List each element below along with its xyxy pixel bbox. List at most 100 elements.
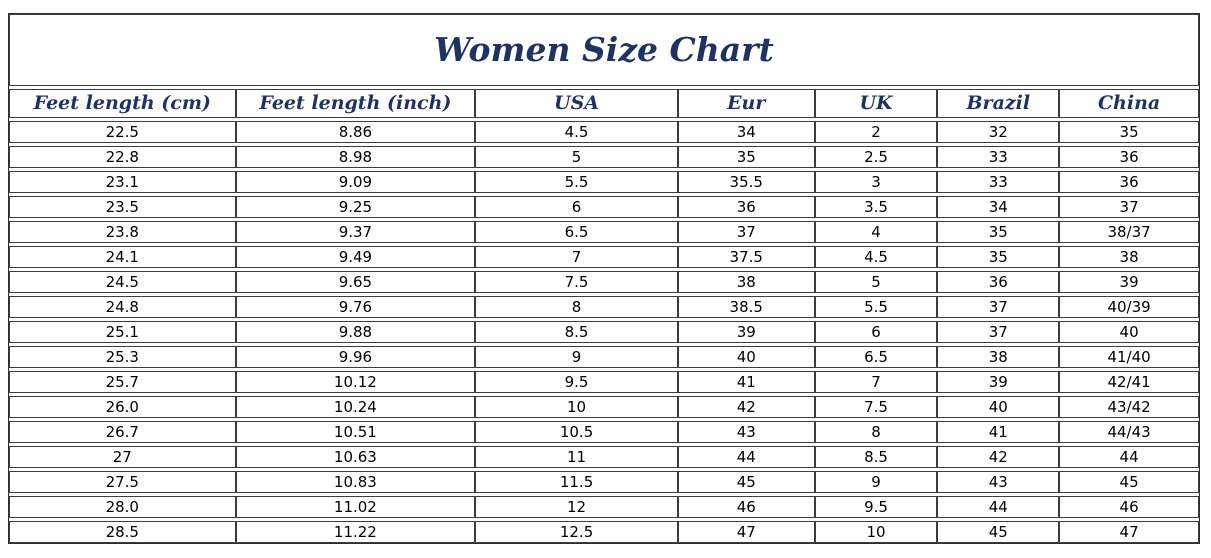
cell: 39: [677, 321, 815, 343]
cell: 7.5: [475, 271, 678, 293]
cell: 26.0: [9, 396, 236, 418]
cell: 45: [1059, 471, 1199, 493]
cell: 33: [937, 171, 1060, 193]
cell: 35: [937, 221, 1060, 243]
cell: 11.22: [235, 521, 476, 543]
table-body: 22.5 8.86 4.5 34 2 32 35 22.8 8.98 5 35 2.5 33 36 23.1…: [9, 121, 1199, 543]
cell: 42: [677, 396, 815, 418]
cell: 7.5: [814, 396, 938, 418]
cell: 36: [1059, 171, 1199, 193]
cell: 8.98: [235, 146, 476, 168]
table-row: 28.0 11.02 12 46 9.5 44 46: [9, 496, 1199, 518]
cell: 22.8: [9, 146, 236, 168]
cell: 27.5: [9, 471, 236, 493]
cell: 35: [937, 246, 1060, 268]
title-row: Women Size Chart: [9, 14, 1199, 86]
cell: 8: [475, 296, 678, 318]
cell: 9.88: [235, 321, 476, 343]
cell: 46: [677, 496, 815, 518]
cell: 4: [814, 221, 938, 243]
column-header: Brazil: [937, 89, 1060, 118]
cell: 40/39: [1059, 296, 1199, 318]
cell: 44: [937, 496, 1060, 518]
cell: 28.5: [9, 521, 236, 543]
column-header: Feet length (inch): [235, 89, 476, 118]
cell: 40: [1059, 321, 1199, 343]
cell: 10.12: [235, 371, 476, 393]
column-header: UK: [814, 89, 938, 118]
column-header: USA: [475, 89, 678, 118]
cell: 2.5: [814, 146, 938, 168]
cell: 9.49: [235, 246, 476, 268]
cell: 9.25: [235, 196, 476, 218]
cell: 25.1: [9, 321, 236, 343]
cell: 32: [937, 121, 1060, 143]
cell: 12.5: [475, 521, 678, 543]
cell: 9.5: [475, 371, 678, 393]
cell: 25.7: [9, 371, 236, 393]
cell: 37: [677, 221, 815, 243]
table-row: 22.5 8.86 4.5 34 2 32 35: [9, 121, 1199, 143]
cell: 10.51: [235, 421, 476, 443]
cell: 8.86: [235, 121, 476, 143]
cell: 5: [814, 271, 938, 293]
cell: 10.24: [235, 396, 476, 418]
cell: 10.83: [235, 471, 476, 493]
cell: 3.5: [814, 196, 938, 218]
cell: 23.8: [9, 221, 236, 243]
cell: 43: [937, 471, 1060, 493]
cell: 40: [677, 346, 815, 368]
cell: 36: [937, 271, 1060, 293]
table-row: 23.8 9.37 6.5 37 4 35 38/37: [9, 221, 1199, 243]
cell: 38: [1059, 246, 1199, 268]
cell: 6: [814, 321, 938, 343]
cell: 41: [937, 421, 1060, 443]
cell: 37: [1059, 196, 1199, 218]
table-row: 25.7 10.12 9.5 41 7 39 42/41: [9, 371, 1199, 393]
column-header: Feet length (cm): [9, 89, 236, 118]
cell: 40: [937, 396, 1060, 418]
cell: 12: [475, 496, 678, 518]
cell: 9.76: [235, 296, 476, 318]
table-row: 24.5 9.65 7.5 38 5 36 39: [9, 271, 1199, 293]
cell: 11.02: [235, 496, 476, 518]
cell: 27: [9, 446, 236, 468]
table-row: 24.8 9.76 8 38.5 5.5 37 40/39: [9, 296, 1199, 318]
cell: 23.5: [9, 196, 236, 218]
cell: 8.5: [814, 446, 938, 468]
cell: 11: [475, 446, 678, 468]
cell: 34: [937, 196, 1060, 218]
cell: 4.5: [814, 246, 938, 268]
cell: 25.3: [9, 346, 236, 368]
cell: 9: [475, 346, 678, 368]
cell: 10: [814, 521, 938, 543]
cell: 3: [814, 171, 938, 193]
cell: 33: [937, 146, 1060, 168]
cell: 44/43: [1059, 421, 1199, 443]
cell: 10.5: [475, 421, 678, 443]
table-row: 26.0 10.24 10 42 7.5 40 43/42: [9, 396, 1199, 418]
cell: 47: [677, 521, 815, 543]
size-chart-table: Women Size Chart Feet length (cm) Feet le…: [8, 13, 1200, 544]
table-row: 23.1 9.09 5.5 35.5 3 33 36: [9, 171, 1199, 193]
table-row: 25.1 9.88 8.5 39 6 37 40: [9, 321, 1199, 343]
cell: 43: [677, 421, 815, 443]
cell: 9.5: [814, 496, 938, 518]
cell: 46: [1059, 496, 1199, 518]
table-row: 27 10.63 11 44 8.5 42 44: [9, 446, 1199, 468]
cell: 5.5: [814, 296, 938, 318]
cell: 10.63: [235, 446, 476, 468]
cell: 35: [1059, 121, 1199, 143]
cell: 28.0: [9, 496, 236, 518]
table-row: 23.5 9.25 6 36 3.5 34 37: [9, 196, 1199, 218]
cell: 10: [475, 396, 678, 418]
cell: 26.7: [9, 421, 236, 443]
cell: 39: [937, 371, 1060, 393]
cell: 45: [677, 471, 815, 493]
cell: 47: [1059, 521, 1199, 543]
cell: 39: [1059, 271, 1199, 293]
cell: 34: [677, 121, 815, 143]
cell: 37: [937, 321, 1060, 343]
table-row: 25.3 9.96 9 40 6.5 38 41/40: [9, 346, 1199, 368]
cell: 7: [814, 371, 938, 393]
